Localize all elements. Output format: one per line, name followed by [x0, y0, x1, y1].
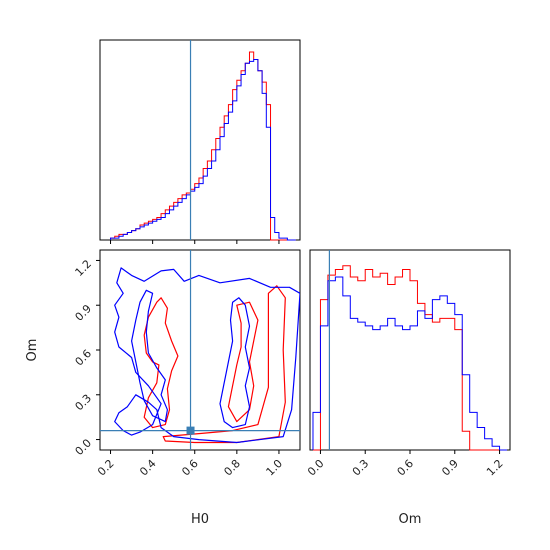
- h0-marginal-histogram: [110, 40, 296, 241]
- om-y-tick-label: 1.2: [73, 257, 95, 279]
- h0-histogram-series-2: [110, 59, 296, 241]
- contour-series-2-level-1: [114, 267, 300, 444]
- om-y-tick-label: 0.3: [73, 392, 95, 414]
- contour-series-1-level-1: [143, 297, 179, 429]
- x-axis-title-h0: H0: [191, 512, 209, 527]
- y-axis-title-om: Om: [25, 339, 40, 362]
- x-axis-title-om: Om: [399, 512, 422, 527]
- joint-truth-marker: [186, 426, 195, 435]
- h0-tick-label: 0.4: [137, 457, 159, 479]
- om-x-tick-label: 0.6: [395, 457, 417, 479]
- contour-series-2-level-3: [219, 297, 251, 429]
- om-y-tick-label: 0.6: [73, 347, 95, 369]
- om-x-tick-label: 0.0: [305, 457, 327, 479]
- h0-om-joint-contours: [100, 250, 300, 450]
- axis-ticks: 0.2 0.4 0.6 0.8 1.0 0.0 0.3 0.6 0.9 1.2 0.0 0.3 0.6 0…: [73, 240, 506, 478]
- h0-histogram-series-1: [110, 51, 296, 241]
- om-histogram-series-2: [312, 276, 508, 451]
- om-marginal-histogram: [312, 250, 508, 451]
- h0-tick-label: 1.0: [264, 457, 286, 479]
- om-y-tick-label: 0.0: [73, 436, 95, 458]
- om-x-tick-label: 1.2: [484, 457, 506, 479]
- h0-tick-label: 0.8: [221, 457, 243, 479]
- om-x-tick-label: 0.9: [439, 457, 461, 479]
- h0-tick-label: 0.2: [95, 457, 117, 479]
- contour-series-1-level-2: [227, 301, 259, 423]
- contour-series-1-level-3: [162, 285, 286, 444]
- joint-frame: [99, 249, 301, 451]
- contour-series-2-level-2: [131, 289, 168, 423]
- om-x-tick-label: 0.3: [350, 457, 372, 479]
- h0-marginal-frame: [99, 39, 301, 241]
- om-y-tick-label: 0.9: [73, 302, 95, 324]
- om-histogram-series-1: [312, 265, 508, 451]
- h0-tick-label: 0.6: [179, 457, 201, 479]
